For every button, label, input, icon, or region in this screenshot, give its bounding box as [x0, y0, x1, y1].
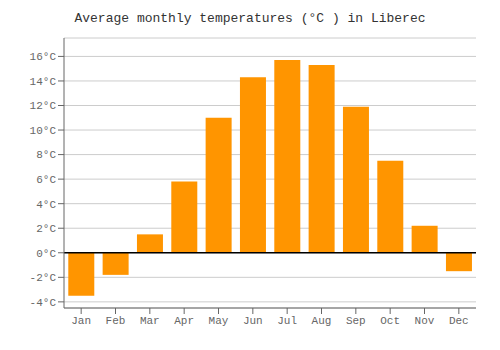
- svg-text:Jul: Jul: [277, 315, 297, 327]
- svg-text:Feb: Feb: [106, 315, 126, 327]
- svg-text:-2°C: -2°C: [30, 272, 57, 284]
- svg-text:Nov: Nov: [415, 315, 435, 327]
- svg-text:6°C: 6°C: [36, 174, 56, 186]
- svg-text:May: May: [209, 315, 229, 327]
- svg-text:12°C: 12°C: [30, 100, 57, 112]
- svg-text:Mar: Mar: [140, 315, 160, 327]
- svg-text:Dec: Dec: [449, 315, 469, 327]
- svg-text:0°C: 0°C: [36, 248, 56, 260]
- svg-text:Aug: Aug: [312, 315, 332, 327]
- svg-text:14°C: 14°C: [30, 76, 57, 88]
- svg-text:Jan: Jan: [71, 315, 91, 327]
- svg-text:4°C: 4°C: [36, 199, 56, 211]
- html-text:Average monthly temperatures (: Average monthly temperatures (°C ) in Li…: [74, 11, 426, 26]
- svg-text:16°C: 16°C: [30, 51, 57, 63]
- svg-text:Jun: Jun: [243, 315, 263, 327]
- svg-text:2°C: 2°C: [36, 223, 56, 235]
- svg-text:Apr: Apr: [174, 315, 194, 327]
- svg-text:-4°C: -4°C: [30, 297, 57, 309]
- svg-text:8°C: 8°C: [36, 149, 56, 161]
- svg-text:Oct: Oct: [380, 315, 400, 327]
- svg-text:10°C: 10°C: [30, 125, 57, 137]
- svg-text:Sep: Sep: [346, 315, 366, 327]
